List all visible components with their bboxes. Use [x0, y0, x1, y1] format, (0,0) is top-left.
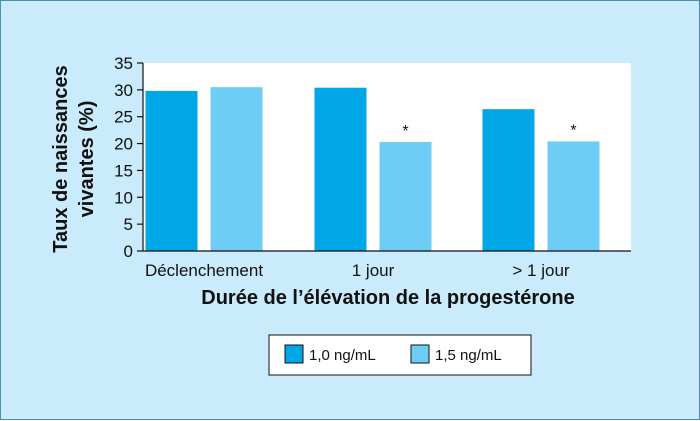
- bar-2-1: [210, 87, 263, 252]
- y-tick-label: 0: [124, 242, 133, 261]
- y-tick-label: 20: [114, 135, 133, 154]
- legend-box: [268, 334, 532, 376]
- x-axis-title: Durée de l’élévation de la progestérone: [201, 287, 574, 309]
- legend-label: 1,0 ng/mL: [309, 347, 376, 364]
- x-tick-label: Déclenchement: [145, 261, 263, 280]
- y-tick-label: 30: [114, 81, 133, 100]
- bar-1-3: [482, 109, 535, 252]
- legend-label: 1,5 ng/mL: [435, 347, 502, 364]
- legend: 1,0 ng/mL 1,5 ng/mL: [268, 334, 532, 376]
- bar-2-3: [547, 141, 600, 251]
- significance-marker: *: [402, 123, 408, 140]
- legend-swatch: [284, 344, 304, 364]
- bar-1-2: [314, 87, 367, 251]
- y-tick-label: 25: [114, 108, 133, 127]
- y-tick-label: 15: [114, 161, 133, 180]
- y-tick-label: 10: [114, 188, 133, 207]
- legend-swatch: [410, 344, 430, 364]
- x-tick-label: 1 jour: [352, 261, 395, 280]
- y-tick-label: 35: [114, 54, 133, 73]
- y-axis-title-line-2: vivantes (%): [76, 101, 98, 218]
- y-axis-title-line-1: Taux de naissances: [50, 65, 72, 253]
- significance-marker: *: [570, 122, 576, 139]
- bar-2-2: [379, 141, 432, 251]
- y-tick-label: 5: [124, 215, 133, 234]
- bar-1-1: [145, 90, 198, 251]
- x-tick-label: > 1 jour: [512, 261, 570, 280]
